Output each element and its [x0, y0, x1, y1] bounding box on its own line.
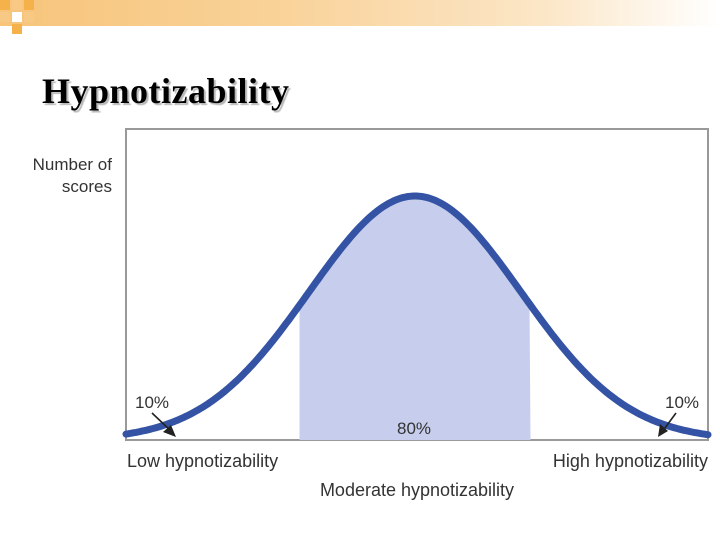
y-axis-label: Number of scores [10, 154, 112, 198]
moderate-percent-label: 80% [397, 419, 431, 438]
title-bar-gradient [0, 0, 720, 26]
x-label-moderate: Moderate hypnotizability [320, 480, 514, 500]
moderate-region-shading [299, 196, 531, 440]
low-percent-label: 10% [135, 393, 169, 412]
y-axis-label-line-2: scores [61, 177, 112, 196]
high-percent-label: 10% [665, 393, 699, 412]
x-label-low: Low hypnotizability [127, 451, 278, 471]
normal-curve [122, 192, 712, 439]
x-label-high: High hypnotizability [553, 451, 708, 471]
slide-title: Hypnotizability [42, 71, 290, 111]
low-percent-arrow [151, 412, 176, 437]
high-percent-arrow [658, 412, 677, 437]
y-axis-label-line-1: Number of [32, 155, 112, 174]
corner-squares-decoration [0, 0, 60, 50]
